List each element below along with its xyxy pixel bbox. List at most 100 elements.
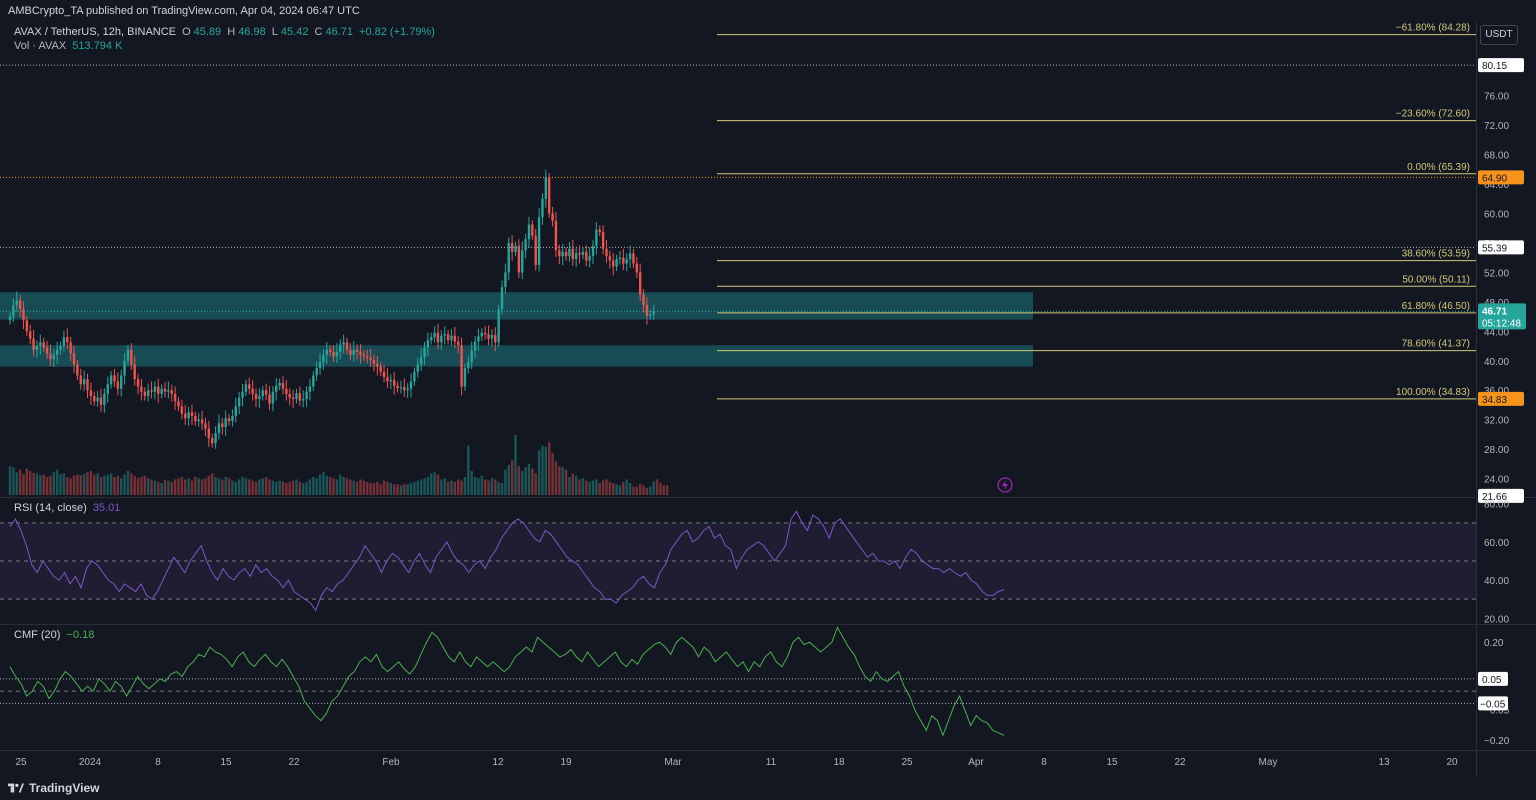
candle-body xyxy=(25,320,29,332)
volume-bar xyxy=(103,475,106,495)
volume-bar xyxy=(184,479,187,495)
candle-body xyxy=(157,386,160,394)
volume-bar xyxy=(359,479,362,495)
candle-body xyxy=(35,346,39,350)
candle-body xyxy=(15,300,18,306)
price-marker-tag xyxy=(1478,58,1524,73)
candle-body xyxy=(564,251,568,257)
candle-body xyxy=(227,418,231,422)
volume-bar xyxy=(423,478,426,495)
volume-bar xyxy=(18,469,22,495)
volume-bar xyxy=(591,480,595,495)
candle-body xyxy=(403,387,406,391)
volume-legend[interactable]: Vol · AVAX 513.794 K xyxy=(14,40,125,52)
candle-body xyxy=(355,349,359,352)
candle-body xyxy=(109,375,113,385)
volume-bar xyxy=(497,481,500,495)
volume-bar xyxy=(248,479,251,495)
price-marker-label: 80.15 xyxy=(1482,61,1507,72)
volume-bar xyxy=(45,477,49,495)
candle-body xyxy=(561,251,564,257)
tradingview-logo[interactable]: TradingView xyxy=(8,776,99,800)
volume-bar xyxy=(608,481,612,495)
cmf-marker-tag xyxy=(1478,696,1508,711)
candle-body xyxy=(207,428,211,439)
time-tick-label: 8 xyxy=(155,757,161,768)
candle-body xyxy=(527,224,531,240)
volume-bar xyxy=(638,484,642,495)
volume-bar xyxy=(197,478,200,495)
volume-bar xyxy=(379,484,382,495)
volume-bar xyxy=(12,467,15,495)
candle-body xyxy=(339,344,342,352)
candle-body xyxy=(160,388,163,394)
candle-body xyxy=(268,394,271,404)
candle-body xyxy=(204,423,207,429)
volume-bar xyxy=(581,478,585,495)
volume-bar xyxy=(146,478,150,495)
volume-bar xyxy=(578,479,581,495)
candle-body xyxy=(328,349,332,352)
volume-bar xyxy=(237,479,241,495)
candle-body xyxy=(244,384,248,392)
candle-body xyxy=(635,263,639,273)
volume-bar xyxy=(211,473,214,495)
volume-bar xyxy=(325,475,328,495)
candle-body xyxy=(332,351,335,357)
candle-body xyxy=(217,423,221,433)
volume-bar xyxy=(541,445,544,495)
volume-bar xyxy=(419,479,423,495)
time-tick-label: 22 xyxy=(1174,757,1186,768)
symbol-title[interactable]: AVAX / TetherUS, 12h, BINANCE xyxy=(14,26,177,38)
currency-button[interactable]: USDT xyxy=(1480,25,1518,45)
candle-body xyxy=(521,250,524,273)
candle-body xyxy=(281,382,285,389)
candle-body xyxy=(231,415,234,422)
candle-body xyxy=(379,366,382,372)
volume-bar xyxy=(308,479,312,495)
candle-body xyxy=(500,287,504,310)
volume-bar xyxy=(554,461,558,495)
price-tick-label: 60.00 xyxy=(1484,209,1509,220)
volume-bar xyxy=(312,477,315,495)
volume-bar xyxy=(504,469,507,495)
candle-body xyxy=(59,346,62,350)
price-tick-label: 32.00 xyxy=(1484,416,1509,427)
cmf-legend[interactable]: CMF (20) −0.18 xyxy=(14,629,97,641)
candle-body xyxy=(285,388,288,394)
candle-body xyxy=(396,385,399,389)
candle-body xyxy=(463,368,467,387)
candle-body xyxy=(477,336,480,342)
price-tick-label: 36.00 xyxy=(1484,386,1509,397)
volume-bar xyxy=(96,473,99,495)
volume-bar xyxy=(568,477,571,495)
candle-body xyxy=(595,229,598,246)
volume-bar xyxy=(342,477,345,495)
candle-body xyxy=(241,391,244,398)
candle-body xyxy=(194,415,197,422)
candle-body xyxy=(419,357,423,365)
candle-body xyxy=(120,375,123,389)
candle-body xyxy=(278,382,281,386)
volume-bar xyxy=(544,447,548,495)
price-tick-label: 40.00 xyxy=(1484,357,1509,368)
candle-body xyxy=(349,349,352,355)
candle-body xyxy=(537,217,541,266)
rsi-legend[interactable]: RSI (14, close) 35.01 xyxy=(14,502,123,514)
volume-bar xyxy=(601,480,605,495)
candle-body xyxy=(291,397,295,400)
volume-bar xyxy=(227,478,231,495)
main-legend[interactable]: AVAX / TetherUS, 12h, BINANCE O 45.89 H 46… xyxy=(14,26,438,38)
volume-bar xyxy=(55,469,59,495)
lightning-icon-glyph xyxy=(1002,480,1008,490)
candle-body xyxy=(453,335,457,342)
volume-bar xyxy=(322,472,325,495)
candle-body xyxy=(581,251,585,255)
volume-bar xyxy=(430,473,433,495)
price-tick-label: 68.00 xyxy=(1484,151,1509,162)
volume-bar xyxy=(652,481,655,495)
footer: TradingView xyxy=(0,776,1536,800)
volume-bar xyxy=(551,453,554,495)
candle-body xyxy=(345,342,349,350)
